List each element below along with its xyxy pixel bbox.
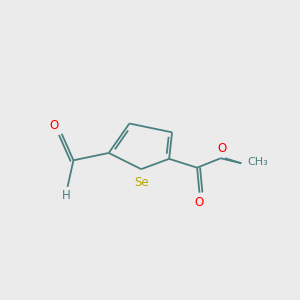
Text: O: O (217, 142, 226, 155)
Text: O: O (194, 196, 203, 209)
Text: CH₃: CH₃ (247, 157, 268, 167)
Text: Se: Se (134, 176, 148, 189)
Text: O: O (49, 119, 58, 132)
Text: H: H (62, 189, 70, 202)
